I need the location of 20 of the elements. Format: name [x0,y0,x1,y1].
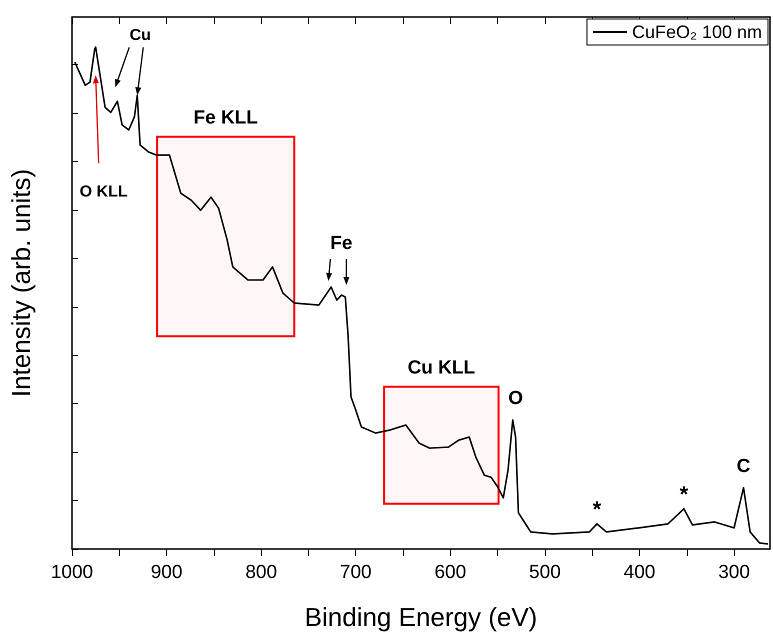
x-tick-label: 600 [434,562,466,583]
x-tick-label: 1000 [50,562,94,583]
y-axis-title: Intensity (arb. units) [6,168,36,398]
annotation: Fe [330,233,352,254]
band-label: Cu KLL [408,358,476,379]
annotation: * [592,496,602,522]
x-tick-label: 500 [529,562,561,583]
annotation: * [680,481,689,506]
annotation: C [736,456,751,477]
legend-label: CuFeO₂ 100 nm [632,22,762,42]
annotation: O KLL [80,184,128,201]
band-label: Fe KLL [193,108,258,129]
x-tick-label: 900 [150,562,182,583]
x-tick-label: 800 [245,562,278,583]
x-tick-label: 300 [718,562,750,583]
annotation: O [508,388,523,410]
x-tick-label: 400 [624,562,656,583]
x-tick-label: 700 [340,562,372,583]
x-axis-title: Binding Energy (eV) [304,602,538,632]
annotation: Cu [130,26,151,44]
